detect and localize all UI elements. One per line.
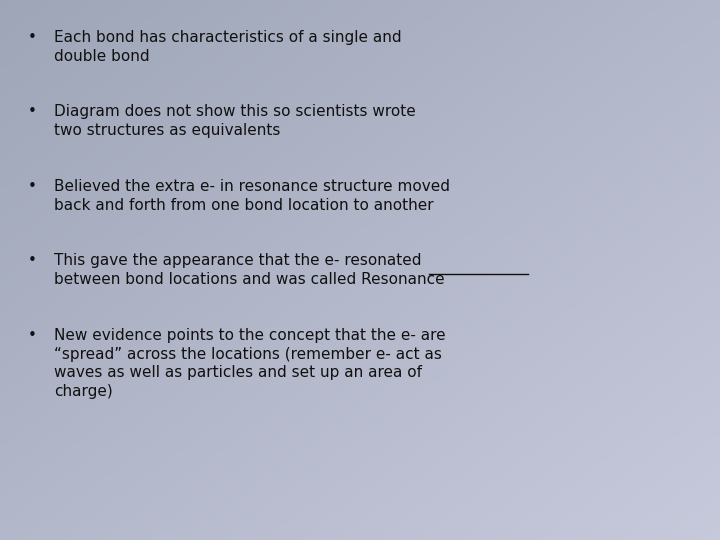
Text: •: • xyxy=(27,179,36,194)
Text: •: • xyxy=(27,30,36,45)
Text: This gave the appearance that the e- resonated
between bond locations and was ca: This gave the appearance that the e- res… xyxy=(54,253,445,287)
Text: New evidence points to the concept that the e- are
“spread” across the locations: New evidence points to the concept that … xyxy=(54,328,446,399)
Text: This gave the appearance that the e-: This gave the appearance that the e- xyxy=(54,253,344,268)
Text: •: • xyxy=(27,328,36,343)
Text: This gave the appearance that the e- resonated: This gave the appearance that the e- res… xyxy=(54,253,421,268)
Text: Diagram does not show this so scientists wrote
two structures as equivalents: Diagram does not show this so scientists… xyxy=(54,104,415,138)
Text: •: • xyxy=(27,253,36,268)
Text: •: • xyxy=(27,104,36,119)
Text: Believed the extra e- in resonance structure moved
back and forth from one bond : Believed the extra e- in resonance struc… xyxy=(54,179,450,213)
Text: Each bond has characteristics of a single and
double bond: Each bond has characteristics of a singl… xyxy=(54,30,402,64)
